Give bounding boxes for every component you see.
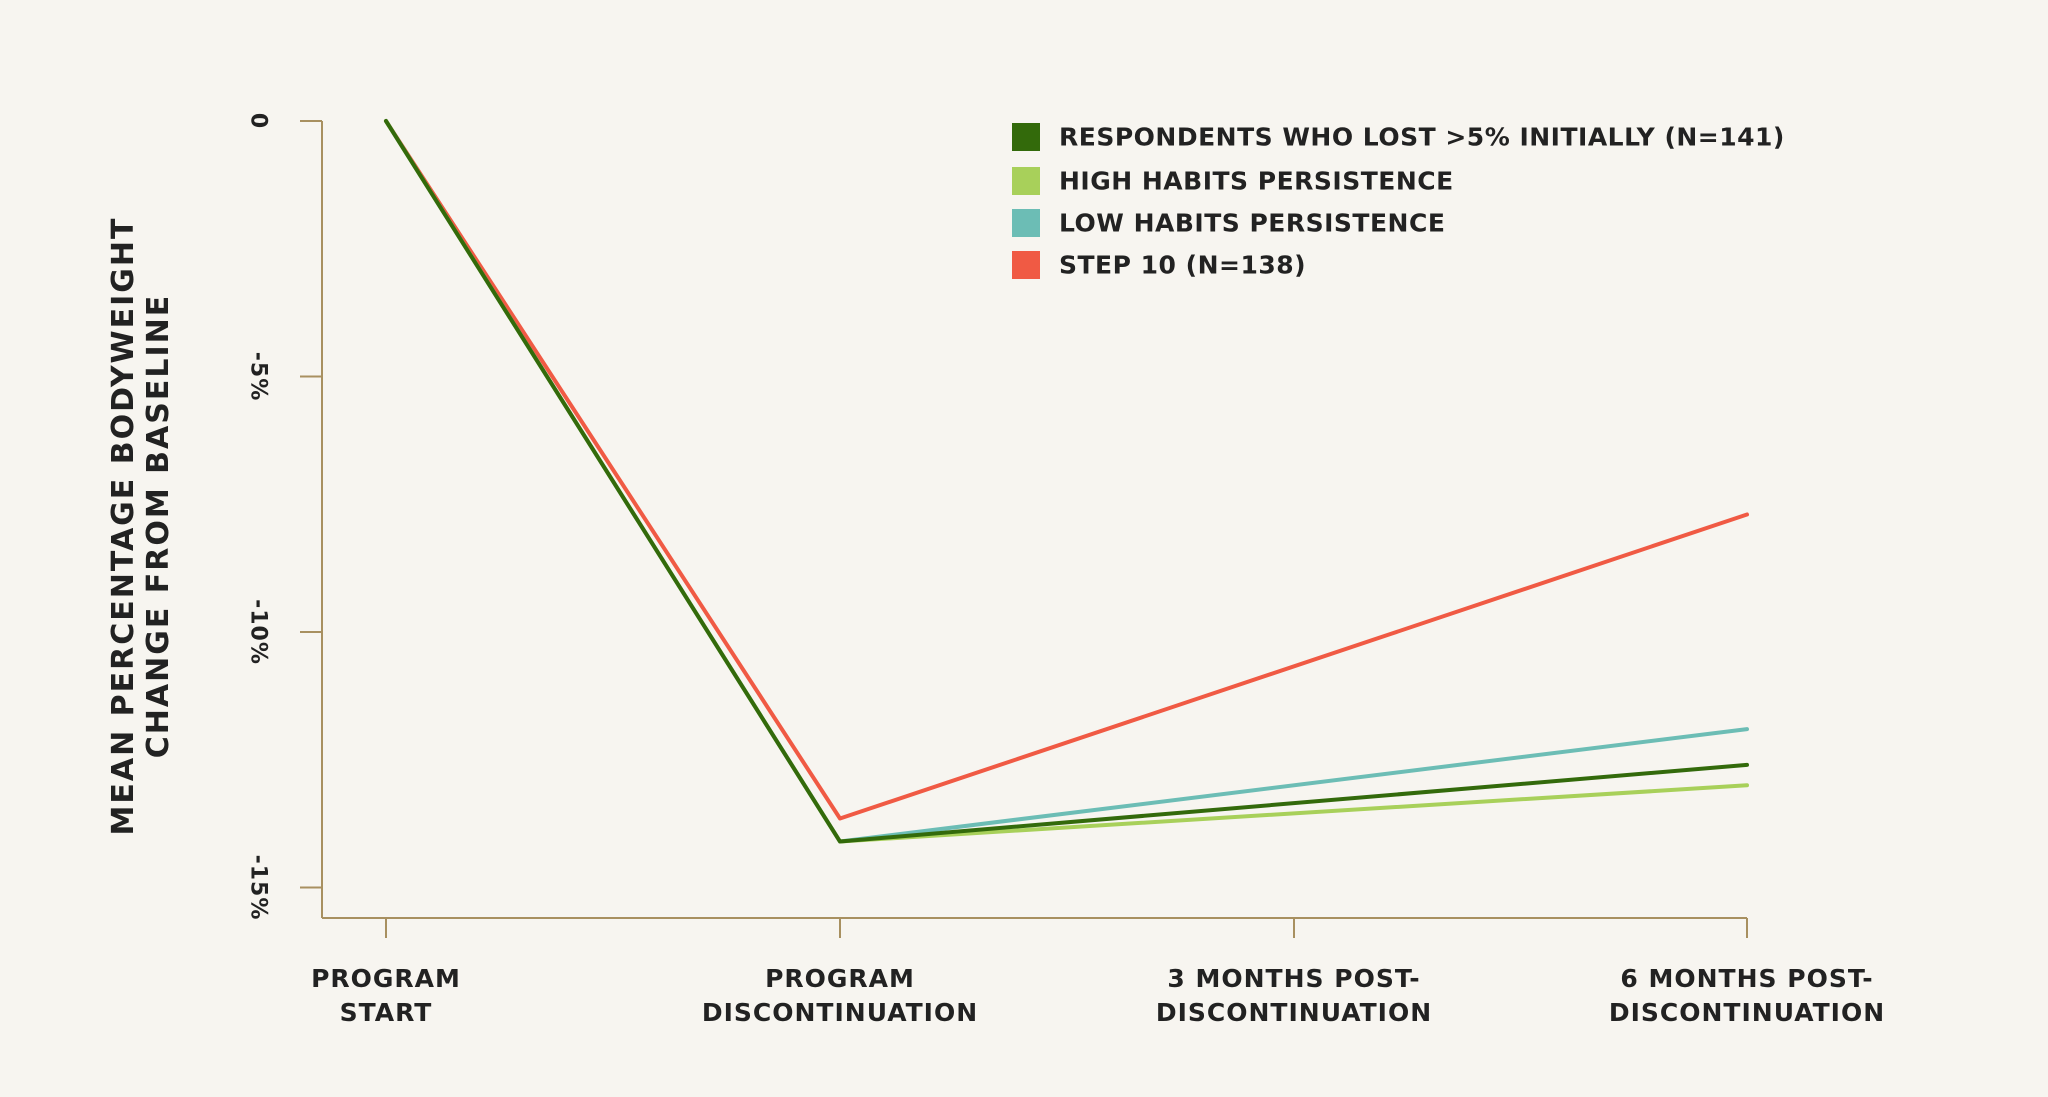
y-tick-label: 0	[246, 113, 271, 129]
x-axis-ticks: PROGRAM START PROGRAM DISCONTINUATION 3 MONT…	[311, 918, 1885, 1027]
legend-label: LOW HABITS PERSISTENCE	[1059, 209, 1445, 238]
y-axis-ticks: 0 -5% -10% -15%	[246, 113, 322, 921]
legend-label: HIGH HABITS PERSISTENCE	[1059, 167, 1454, 196]
x-tick-label: 3 MONTHS POST-DISCONTINUATION	[1156, 964, 1432, 1027]
x-tick-label: PROGRAM DISCONTINUATION	[702, 964, 978, 1027]
x-tick-label: 6 MONTHS POST-DISCONTINUATION	[1609, 964, 1885, 1027]
legend: RESPONDENTS WHO LOST >5% INITIALLY (N=14…	[1012, 123, 1785, 280]
legend-label: RESPONDENTS WHO LOST >5% INITIALLY (N=14…	[1059, 123, 1785, 152]
legend-swatch	[1012, 209, 1040, 237]
legend-swatch	[1012, 123, 1040, 151]
y-axis-title-text: MEAN PERCENTAGE BODYWEIGHTCHANGE FROM BA…	[106, 217, 176, 836]
legend-label: STEP 10 (N=138)	[1059, 251, 1306, 280]
y-tick-label: -15%	[246, 855, 271, 921]
y-axis-title: MEAN PERCENTAGE BODYWEIGHTCHANGE FROM BA…	[106, 217, 176, 836]
series-line-respondents-who-lost-5-initially-n-141	[384, 119, 1749, 844]
series-line-step-10-n-138	[384, 119, 1749, 821]
axes	[321, 121, 1747, 919]
legend-swatch	[1012, 167, 1040, 195]
y-tick-label: -10%	[246, 599, 271, 665]
series-lines	[384, 119, 1749, 844]
legend-swatch	[1012, 251, 1040, 279]
y-tick-label: -5%	[246, 352, 271, 401]
x-tick-label: PROGRAM START	[311, 964, 461, 1027]
